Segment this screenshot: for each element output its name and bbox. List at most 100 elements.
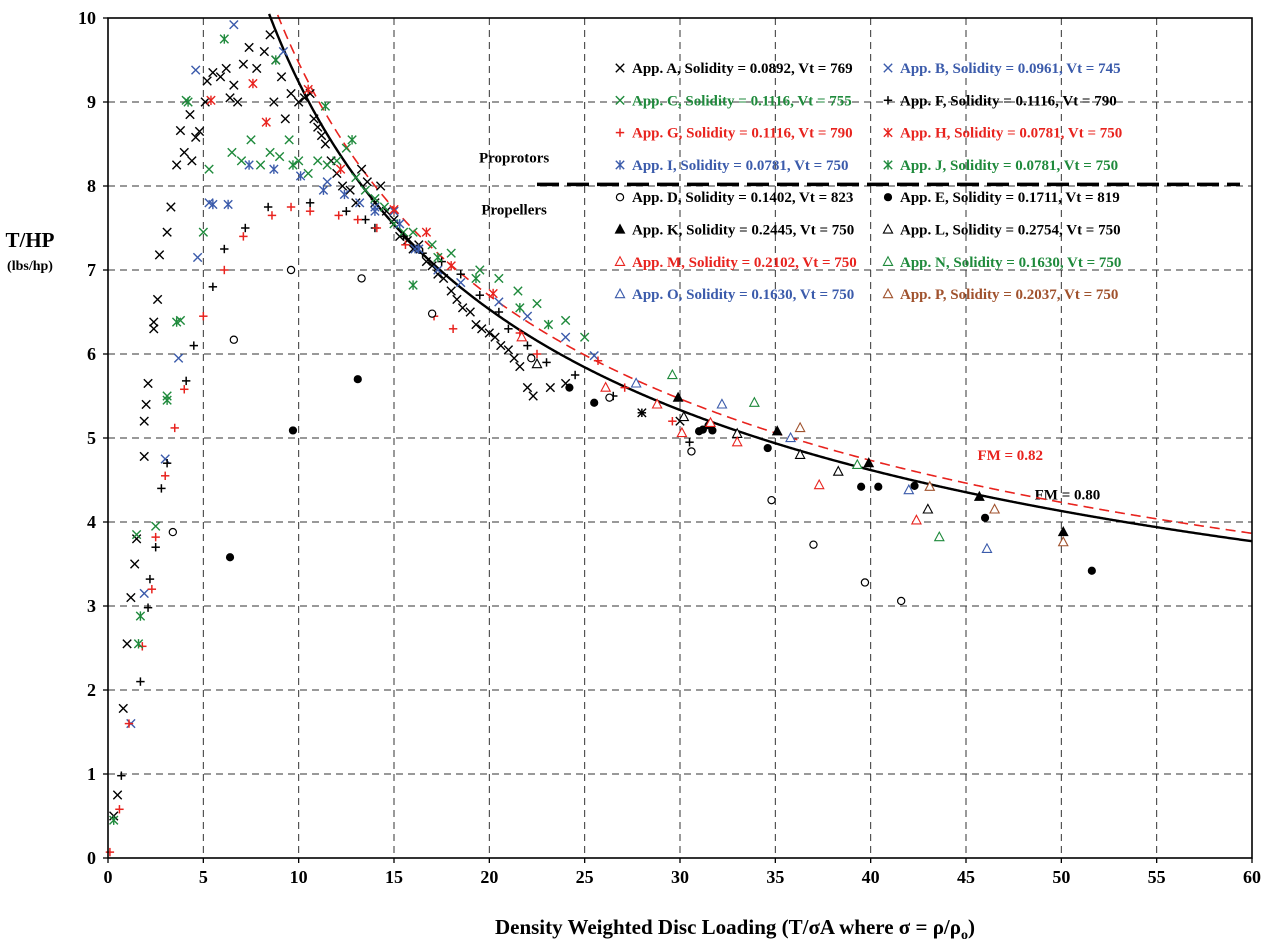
- data-point: [922, 503, 934, 514]
- series: [225, 375, 1096, 575]
- point-stroke: [162, 227, 172, 237]
- data-point: [446, 248, 456, 258]
- data-point: [401, 240, 410, 249]
- data-point: [351, 198, 361, 208]
- x-axis-title-close: ): [968, 915, 975, 939]
- data-point: [630, 377, 642, 388]
- data-point: [303, 84, 313, 95]
- point-stroke: [215, 72, 226, 82]
- point-stroke: [175, 125, 186, 136]
- y-tick-label: 5: [87, 428, 96, 448]
- data-point: [989, 503, 1001, 514]
- point-stroke: [126, 592, 136, 603]
- point-stroke: [152, 294, 163, 305]
- data-point: [208, 67, 218, 78]
- data-point: [687, 447, 696, 456]
- point-stroke: [191, 132, 201, 142]
- x-tick-label: 0: [104, 867, 113, 887]
- point-stroke: [313, 122, 323, 132]
- point-stroke: [150, 521, 161, 531]
- data-point: [259, 46, 270, 57]
- series: [666, 368, 945, 542]
- data-point: [288, 426, 298, 435]
- point-shape: [882, 287, 894, 299]
- data-point: [543, 319, 554, 330]
- point-stroke: [131, 529, 142, 540]
- data-point: [408, 280, 418, 290]
- legend-entry: App. P, Solidity = 0.2037, Vt = 750: [882, 287, 1118, 303]
- data-point: [614, 255, 626, 266]
- x-tick-label: 45: [957, 867, 975, 887]
- point-stroke: [118, 703, 128, 714]
- data-point: [208, 282, 218, 291]
- data-point: [189, 341, 198, 350]
- data-point: [361, 215, 370, 224]
- point-shape: [857, 482, 866, 491]
- data-point: [527, 354, 536, 363]
- data-point: [299, 93, 310, 103]
- data-point: [219, 34, 230, 44]
- point-stroke: [236, 156, 247, 166]
- data-point: [874, 482, 883, 491]
- point-stroke: [280, 114, 291, 124]
- point-shape: [614, 287, 626, 299]
- point-stroke: [513, 286, 523, 296]
- x-tick-label: 20: [480, 867, 498, 887]
- point-shape: [614, 223, 626, 234]
- legend-label: App. B, Solidity = 0.0961, Vt = 745: [900, 61, 1121, 77]
- point-shape: [1087, 566, 1096, 575]
- data-point: [427, 240, 437, 250]
- legend-label: App. F, Solidity = 0.1116, Vt = 790: [900, 93, 1117, 109]
- data-point: [138, 642, 147, 651]
- data-point: [357, 274, 366, 283]
- data-point: [883, 193, 893, 202]
- point-stroke: [402, 235, 413, 246]
- data-point: [488, 288, 498, 299]
- y-tick-label: 10: [78, 8, 96, 28]
- data-point: [149, 317, 159, 327]
- point-stroke: [313, 156, 323, 166]
- data-point: [1087, 566, 1096, 575]
- point-stroke: [589, 350, 599, 361]
- point-stroke: [232, 97, 243, 107]
- point-stroke: [332, 156, 342, 166]
- data-point: [229, 80, 239, 90]
- data-point: [465, 307, 475, 317]
- point-stroke: [173, 353, 184, 363]
- data-point: [194, 126, 205, 137]
- data-points: [105, 20, 1096, 857]
- data-point: [151, 532, 160, 542]
- data-point: [494, 273, 504, 284]
- data-point: [225, 93, 235, 103]
- data-point: [166, 202, 176, 212]
- data-point: [370, 206, 380, 216]
- data-point: [293, 156, 304, 166]
- fm-curve: [267, 13, 1253, 543]
- data-point: [402, 235, 413, 246]
- data-point: [276, 72, 287, 82]
- point-stroke: [187, 156, 197, 166]
- data-point: [605, 393, 614, 402]
- data-point: [615, 192, 625, 202]
- data-point: [523, 341, 532, 350]
- point-stroke: [274, 151, 285, 162]
- point-stroke: [475, 265, 485, 275]
- point-shape: [605, 393, 614, 402]
- point-stroke: [375, 181, 386, 191]
- data-point: [179, 147, 189, 158]
- legend-entry: App. O, Solidity = 0.1630, Vt = 750: [614, 287, 854, 303]
- data-point: [353, 215, 362, 224]
- data-point: [187, 156, 197, 166]
- data-point: [360, 185, 371, 195]
- x-tick-label: 5: [199, 867, 208, 887]
- series: [630, 377, 993, 554]
- data-point: [126, 592, 136, 603]
- data-point: [280, 114, 291, 124]
- legend-label: App. N, Solidity = 0.1630, Vt = 750: [900, 255, 1121, 271]
- data-point: [678, 410, 690, 422]
- data-point: [269, 164, 279, 174]
- point-shape: [672, 391, 684, 402]
- point-shape: [832, 465, 844, 476]
- data-point: [883, 127, 893, 138]
- data-point: [200, 97, 210, 107]
